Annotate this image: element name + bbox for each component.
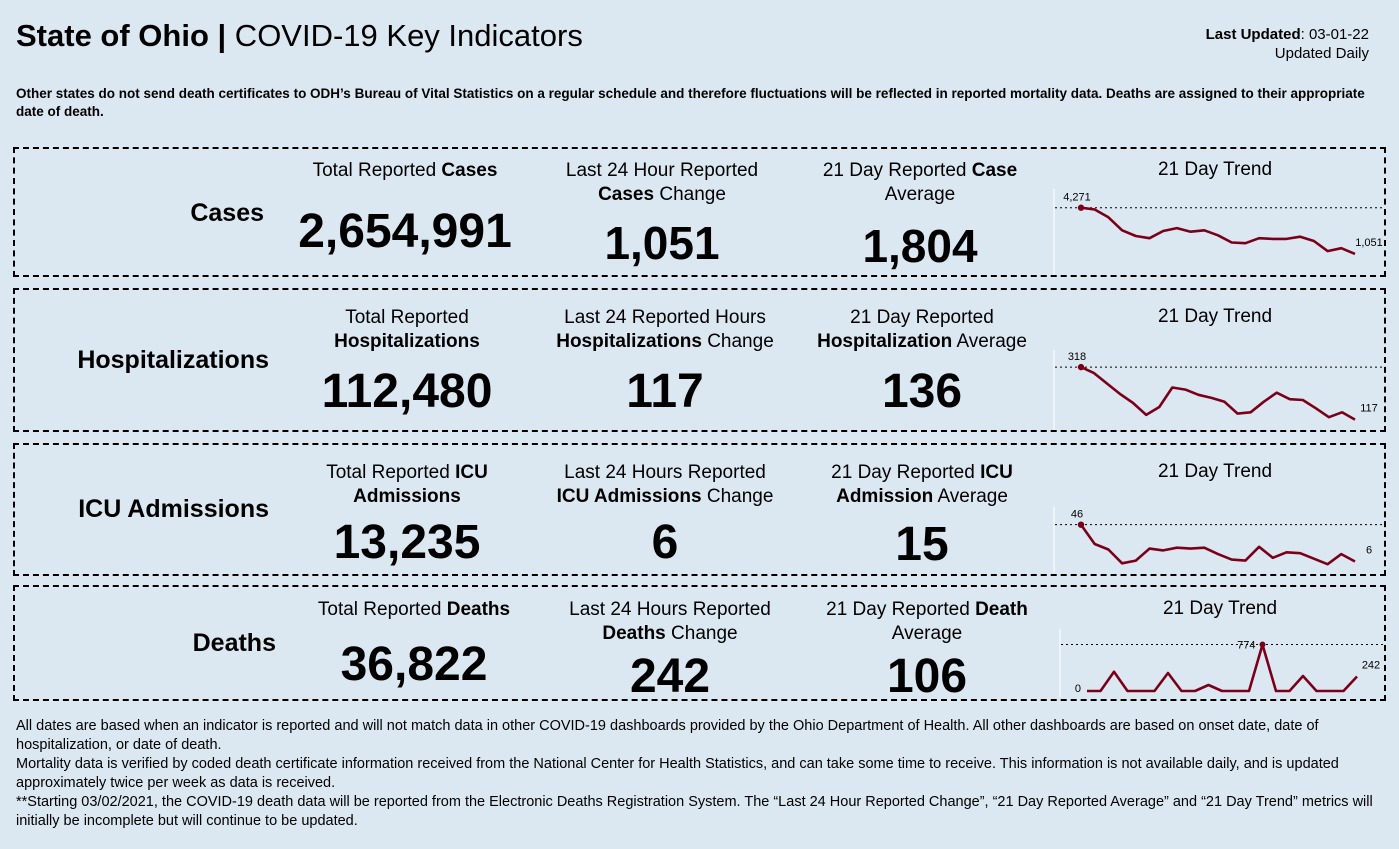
change-value: 1,051 (604, 217, 720, 269)
change-header: Last 24 Hours Reported Deaths Change (569, 599, 771, 644)
trend-start-label: 4,271 (1063, 192, 1091, 204)
total-value: 36,822 (340, 638, 488, 691)
cases-panel: Cases Total Reported Cases 2,654,991 Las… (13, 147, 1386, 277)
change-header: Last 24 Reported Hours Hospitalizations … (556, 307, 774, 352)
icu-panel: ICU Admissions Total Reported ICU Admiss… (13, 443, 1386, 576)
change-value: 117 (626, 365, 704, 418)
trend-title: 21 Day Trend (1157, 159, 1273, 180)
page-title: State of Ohio | COVID-19 Key Indicators (16, 18, 583, 54)
trend-peak-label: 774 (1237, 640, 1255, 652)
footer-note: **Starting 03/02/2021, the COVID-19 deat… (16, 794, 1373, 829)
footer-note: All dates are based when an indicator is… (16, 718, 1319, 753)
trend-start-label: 46 (1071, 509, 1083, 521)
average-value: 15 (895, 518, 949, 571)
average-header: 21 Day Reported Case Average (822, 160, 1018, 205)
total-header: Total Reported ICU Admissions (326, 462, 488, 507)
total-value: 13,235 (333, 516, 481, 569)
average-header: 21 Day Reported Hospitalization Average (817, 307, 1027, 352)
title-state: State of Ohio | (16, 18, 227, 53)
trend-start-label: 0 (1075, 683, 1081, 695)
total-header: Total Reported Cases (312, 160, 498, 181)
row-label: Cases (190, 199, 264, 227)
mortality-notice: Other states do not send death certifica… (16, 86, 1365, 119)
hospitalizations-panel: Hospitalizations Total Reported Hospital… (13, 288, 1386, 432)
average-value: 1,804 (862, 220, 978, 272)
trend-end-label: 1,051 (1355, 237, 1383, 249)
trend-title: 21 Day Trend (1157, 306, 1273, 327)
trend-chart: 4,271 1,051 (1053, 189, 1383, 275)
row-label: ICU Admissions (78, 495, 269, 523)
total-value: 112,480 (321, 365, 493, 418)
average-header: 21 Day Reported Death Average (826, 599, 1028, 644)
average-header: 21 Day Reported ICU Admission Average (831, 462, 1013, 507)
total-header: Total Reported Deaths (317, 599, 511, 620)
total-header: Total Reported Hospitalizations (334, 307, 480, 352)
change-header: Last 24 Hours Reported ICU Admissions Ch… (556, 462, 774, 507)
change-value: 242 (629, 650, 711, 703)
change-header: Last 24 Hour Reported Cases Change (565, 160, 759, 205)
footer-notes: All dates are based when an indicator is… (16, 717, 1386, 831)
total-value: 2,654,991 (298, 205, 512, 258)
trend-peak-marker (1259, 641, 1266, 648)
trend-start-label: 318 (1068, 351, 1086, 363)
trend-chart: 774 0 242 (1059, 629, 1385, 697)
trend-start-marker (1077, 204, 1085, 211)
trend-start-marker (1077, 521, 1085, 528)
average-value: 136 (881, 365, 963, 418)
last-updated-label: Last Updated (1205, 26, 1301, 43)
trend-end-label: 117 (1360, 403, 1378, 415)
trend-series-line (1079, 523, 1356, 566)
trend-end-label: 242 (1362, 659, 1380, 671)
title-subject: COVID-19 Key Indicators (226, 18, 583, 53)
last-updated: Last Updated: 03-01-22 Updated Daily (1206, 25, 1369, 63)
trend-start-marker (1077, 363, 1085, 371)
trend-end-label: 6 (1366, 544, 1372, 556)
last-updated-value: : 03-01-22 (1300, 26, 1369, 43)
trend-title: 21 Day Trend (1162, 598, 1278, 619)
average-value: 106 (886, 650, 968, 703)
deaths-panel: Deaths Total Reported Deaths 36,822 Last… (13, 585, 1386, 703)
update-frequency: Updated Daily (1274, 45, 1369, 62)
row-label: Hospitalizations (77, 346, 269, 374)
change-value: 6 (651, 516, 679, 569)
row-label: Deaths (192, 629, 276, 657)
trend-title: 21 Day Trend (1157, 461, 1273, 482)
trend-chart: 46 6 (1053, 507, 1383, 573)
trend-series-line (1087, 643, 1358, 693)
trend-series-line (1080, 365, 1356, 421)
footer-note: Mortality data is verified by coded deat… (16, 756, 1339, 791)
trend-series-line (1080, 206, 1356, 256)
trend-chart: 318 117 (1053, 350, 1383, 430)
